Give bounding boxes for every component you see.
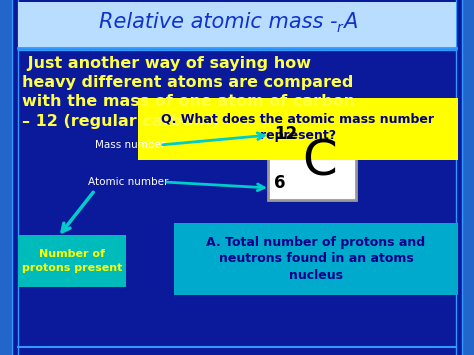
Text: Number of
protons present: Number of protons present: [22, 250, 122, 273]
FancyBboxPatch shape: [174, 223, 458, 295]
FancyBboxPatch shape: [268, 120, 356, 200]
FancyBboxPatch shape: [18, 2, 456, 48]
FancyBboxPatch shape: [138, 98, 458, 160]
Text: Atomic number: Atomic number: [88, 177, 168, 187]
Text: Relative atomic mass - A: Relative atomic mass - A: [100, 12, 359, 32]
Text: A. Total number of protons and
neutrons found in an atoms
nucleus: A. Total number of protons and neutrons …: [207, 236, 426, 282]
Text: r: r: [337, 21, 343, 35]
Text: 6: 6: [274, 174, 285, 192]
FancyBboxPatch shape: [12, 0, 462, 355]
Text: Q. What does the atomic mass number
represent?: Q. What does the atomic mass number repr…: [162, 112, 435, 142]
Text: C: C: [302, 138, 337, 186]
FancyBboxPatch shape: [18, 235, 126, 287]
FancyBboxPatch shape: [462, 0, 474, 355]
Text: Mass number: Mass number: [95, 140, 165, 150]
Text: 12: 12: [274, 125, 297, 143]
FancyBboxPatch shape: [0, 0, 12, 355]
Text: Just another way of saying how
heavy different atoms are compared
with the mass : Just another way of saying how heavy dif…: [22, 56, 355, 129]
